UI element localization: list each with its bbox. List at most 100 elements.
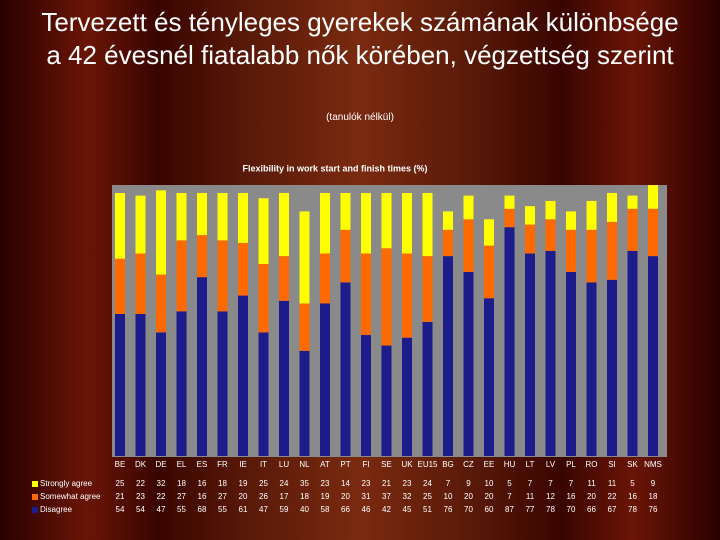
table-value: 45 [403, 505, 412, 514]
table-value: 54 [116, 505, 125, 514]
bar-segment [176, 193, 187, 241]
x-tick-label: SK [627, 460, 638, 469]
table-value: 66 [341, 505, 350, 514]
table-value: 7 [507, 492, 512, 501]
x-tick-label: BG [442, 460, 454, 469]
bar-segment [648, 256, 658, 456]
x-tick-label: RO [586, 460, 598, 469]
table-value: 20 [239, 492, 248, 501]
table-value: 20 [587, 492, 596, 501]
x-tick-label: IT [260, 460, 267, 469]
bar-segment [627, 250, 638, 456]
bar-segment [648, 185, 658, 209]
legend-label: Disagree [40, 505, 73, 514]
bar-segment [340, 282, 351, 456]
bar-segment [525, 224, 535, 254]
bar-segment [279, 300, 289, 456]
bar-segment [176, 311, 187, 456]
table-value: 19 [321, 492, 330, 501]
bar-segment [422, 256, 433, 322]
bar-segment [115, 193, 125, 259]
x-tick-label: IE [239, 460, 247, 469]
table-value: 22 [136, 479, 145, 488]
x-tick-label: DE [155, 460, 166, 469]
table-value: 5 [630, 479, 635, 488]
legend-key [32, 481, 38, 487]
bar-segment [525, 253, 535, 456]
bar-segment [566, 271, 576, 456]
bar-segment [402, 193, 412, 254]
x-tick-label: NL [299, 460, 310, 469]
x-tick-label: ES [197, 460, 208, 469]
bar-segment [504, 195, 515, 209]
bar-segment [135, 313, 146, 456]
bar-segment [217, 311, 228, 456]
bar-segment [279, 193, 289, 257]
table-value: 47 [259, 505, 268, 514]
bar-segment [258, 332, 269, 456]
bar-segment [340, 193, 351, 230]
table-value: 42 [382, 505, 391, 514]
table-value: 18 [177, 479, 186, 488]
table-value: 77 [526, 505, 535, 514]
bar-segment [320, 253, 330, 304]
bar-segment [361, 193, 371, 254]
table-value: 68 [198, 505, 207, 514]
table-value: 78 [546, 505, 555, 514]
bar-segment [627, 195, 638, 209]
legend-label: Strongly agree [40, 479, 93, 488]
table-value: 19 [239, 479, 248, 488]
table-value: 60 [485, 505, 494, 514]
bar-segment [443, 211, 453, 230]
bar-segment [381, 193, 392, 249]
table-value: 16 [567, 492, 576, 501]
bar-segment [197, 235, 207, 278]
table-value: 10 [485, 479, 494, 488]
bar-segment [607, 193, 617, 222]
bar-segment [422, 193, 433, 257]
table-value: 21 [116, 492, 125, 501]
slide-title: Tervezett és tényleges gyerekek számának… [41, 7, 679, 70]
bar-segment [156, 274, 166, 333]
table-value: 24 [280, 479, 289, 488]
bar-segment [381, 345, 392, 456]
x-tick-label: SE [381, 460, 392, 469]
x-tick-label: HU [504, 460, 516, 469]
bar-segment [238, 242, 248, 296]
bar-segment [545, 200, 556, 220]
bar-segment [217, 240, 228, 312]
table-value: 20 [341, 492, 350, 501]
bar-segment [627, 208, 638, 251]
table-value: 16 [198, 479, 207, 488]
x-tick-label: DK [135, 460, 147, 469]
bar-segment [381, 248, 392, 346]
table-value: 16 [198, 492, 207, 501]
table-value: 22 [608, 492, 617, 501]
bar-segment [422, 321, 433, 456]
table-value: 20 [485, 492, 494, 501]
bar-segment [504, 208, 515, 228]
table-value: 31 [362, 492, 371, 501]
table-value: 11 [587, 479, 596, 488]
x-tick-label: AT [320, 460, 330, 469]
table-value: 9 [466, 479, 471, 488]
table-value: 47 [157, 505, 166, 514]
bar-segment [484, 298, 494, 456]
bar-segment [463, 195, 474, 220]
table-value: 7 [548, 479, 553, 488]
x-tick-label: CZ [463, 460, 474, 469]
table-value: 11 [526, 492, 535, 501]
bar-segment [545, 250, 556, 456]
bar-segment [361, 335, 371, 456]
bar-segment [525, 206, 535, 225]
x-tick-label: EU15 [417, 460, 438, 469]
table-value: 7 [569, 479, 574, 488]
table-value: 66 [587, 505, 596, 514]
chart-title: Flexibility in work start and finish tim… [242, 163, 427, 173]
table-value: 32 [157, 479, 166, 488]
bar-segment [566, 211, 576, 230]
table-value: 7 [446, 479, 451, 488]
table-value: 25 [116, 479, 125, 488]
table-value: 23 [321, 479, 330, 488]
table-value: 32 [403, 492, 412, 501]
